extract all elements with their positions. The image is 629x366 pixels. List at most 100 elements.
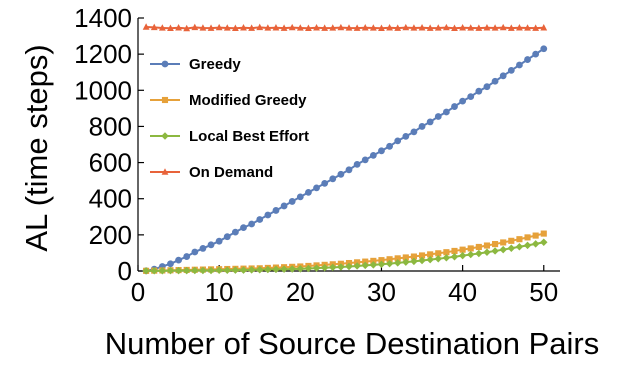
data-point <box>183 24 191 32</box>
data-point <box>532 24 540 31</box>
x-tick-label: 40 <box>448 277 477 307</box>
data-point <box>296 193 304 201</box>
legend-swatch-marker <box>161 132 169 140</box>
data-point <box>378 24 385 32</box>
data-point <box>516 236 523 243</box>
data-point <box>191 266 199 275</box>
series-line <box>145 47 545 272</box>
data-point <box>329 263 337 272</box>
data-point <box>524 56 531 63</box>
data-point <box>361 156 369 164</box>
legend-label: Greedy <box>189 56 241 73</box>
legend-item: Greedy <box>150 56 241 73</box>
data-point <box>459 246 466 253</box>
legend-label: On Demand <box>189 164 273 181</box>
data-point <box>207 241 215 249</box>
data-point <box>426 24 434 31</box>
data-point <box>442 108 450 116</box>
data-point <box>223 24 231 31</box>
data-point <box>288 23 296 31</box>
data-point <box>418 24 426 31</box>
y-axis-title: AL (time steps) <box>19 44 54 251</box>
data-point <box>523 241 532 250</box>
x-axis-title: Number of Source Destination Pairs <box>105 326 600 361</box>
data-point <box>507 67 515 74</box>
data-point <box>475 87 483 95</box>
data-point <box>248 24 256 31</box>
data-point <box>475 24 483 31</box>
data-point <box>313 24 320 31</box>
data-point <box>426 255 434 264</box>
data-point <box>393 259 402 267</box>
data-point <box>492 241 499 248</box>
data-point <box>410 128 418 136</box>
data-point <box>167 260 174 268</box>
data-point <box>223 266 232 275</box>
y-tick-label: 800 <box>89 111 132 141</box>
data-point <box>418 252 426 259</box>
data-point <box>264 24 272 31</box>
data-point <box>288 265 296 273</box>
data-point <box>467 245 474 252</box>
data-point <box>150 267 158 275</box>
series-greedy <box>142 45 548 275</box>
data-point <box>402 132 410 140</box>
data-point <box>337 23 345 31</box>
data-point <box>515 243 524 251</box>
data-point <box>280 202 288 210</box>
data-point <box>175 256 182 264</box>
legend-label: Modified Greedy <box>189 92 307 109</box>
data-point <box>410 24 418 31</box>
data-point <box>183 253 191 260</box>
data-point <box>353 160 361 168</box>
data-point <box>540 238 548 247</box>
data-point <box>240 24 247 31</box>
data-point <box>321 179 329 187</box>
data-point <box>402 254 409 261</box>
data-point <box>491 77 499 85</box>
data-point <box>272 265 280 274</box>
data-point <box>451 103 458 110</box>
data-point <box>427 251 434 258</box>
data-point <box>451 247 458 255</box>
data-point <box>256 23 264 31</box>
data-point <box>199 24 207 31</box>
series-line <box>146 26 544 30</box>
data-point <box>264 265 272 274</box>
data-point <box>199 245 207 252</box>
data-point <box>304 264 313 273</box>
data-point <box>182 266 191 275</box>
legend-swatch-marker <box>161 96 169 104</box>
data-point <box>540 24 548 31</box>
data-point <box>305 24 312 32</box>
data-point <box>167 24 174 32</box>
data-point <box>337 170 345 178</box>
y-tick-label: 1200 <box>74 39 132 69</box>
data-point <box>280 24 288 31</box>
data-point <box>353 24 361 31</box>
x-tick-label: 20 <box>286 277 315 307</box>
data-point <box>247 266 256 274</box>
data-point <box>434 254 443 263</box>
data-point <box>329 175 337 183</box>
data-point <box>255 265 264 274</box>
data-point <box>377 260 386 269</box>
data-point <box>491 24 499 31</box>
data-point <box>531 240 540 248</box>
data-point <box>386 24 393 31</box>
data-point <box>215 237 223 245</box>
y-tick-label: 200 <box>89 220 132 250</box>
data-point <box>345 166 353 174</box>
data-point <box>166 266 175 275</box>
series-local-best-effort <box>142 238 548 275</box>
data-point <box>386 142 393 150</box>
data-point <box>312 264 321 272</box>
data-point <box>410 257 418 266</box>
data-point <box>402 23 410 31</box>
data-point <box>370 257 377 264</box>
data-point <box>499 245 507 254</box>
series-on-demand <box>142 23 548 32</box>
data-point <box>158 24 166 31</box>
data-point <box>410 253 417 260</box>
